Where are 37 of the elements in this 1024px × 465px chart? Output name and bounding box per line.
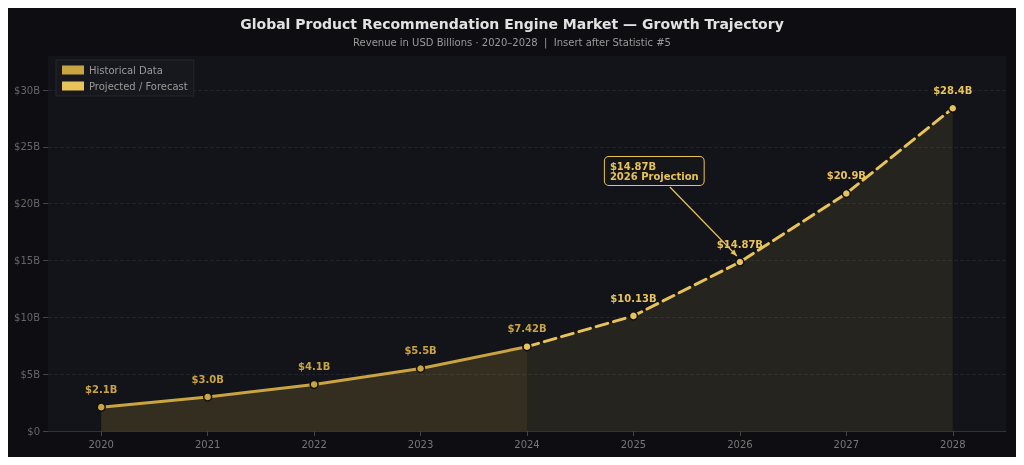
point [202, 392, 213, 402]
point [415, 363, 426, 374]
x-tick-label: 2023 [407, 438, 434, 450]
data-label: $7.42B [507, 323, 547, 335]
y-tick-label: $30B [14, 84, 41, 96]
data-label: $2.1B [85, 383, 118, 395]
y-tick-label: $10B [14, 311, 41, 323]
point [735, 257, 745, 267]
point [96, 402, 106, 412]
y-tick-label: $20B [14, 198, 41, 210]
y-tick-label: $15B [14, 255, 41, 267]
data-label: $4.1B [297, 361, 331, 373]
data-label: $28.4B [933, 85, 973, 97]
x-tick-label: 2021 [194, 438, 221, 450]
x-tick-label: 2027 [833, 438, 860, 450]
x-tick-label: 2022 [301, 438, 327, 450]
legend-label: Historical Data [89, 64, 163, 76]
x-tick-label: 2020 [88, 438, 114, 450]
chart-title: Global Product Recommendation Engine Market — Growth Trajectory [240, 16, 784, 32]
x-tick-label: 2026 [727, 438, 753, 450]
x-tick-label: 2025 [620, 438, 647, 450]
y-tick-label: $25B [14, 141, 41, 153]
x-tick-label: 2028 [940, 438, 966, 450]
y-tick-label: $0 [27, 425, 40, 437]
point [948, 103, 958, 114]
annotation: $14.87B 2026 Projection [609, 160, 699, 182]
data-label: $10.13B [610, 292, 657, 304]
point [628, 311, 639, 321]
data-label: $3.0B [191, 373, 224, 385]
point [841, 188, 852, 199]
x-tick-label: 2024 [514, 438, 540, 450]
point [309, 379, 319, 390]
y-tick-label: $5B [20, 368, 41, 380]
chart-subtitle: Revenue in USD Billions · 2020–2028 | Insert after Statistic #5 [353, 36, 671, 49]
data-label: $20.9B [826, 170, 866, 182]
legend-label: Projected / Forecast [89, 80, 188, 92]
data-label: $5.5B [404, 345, 437, 357]
